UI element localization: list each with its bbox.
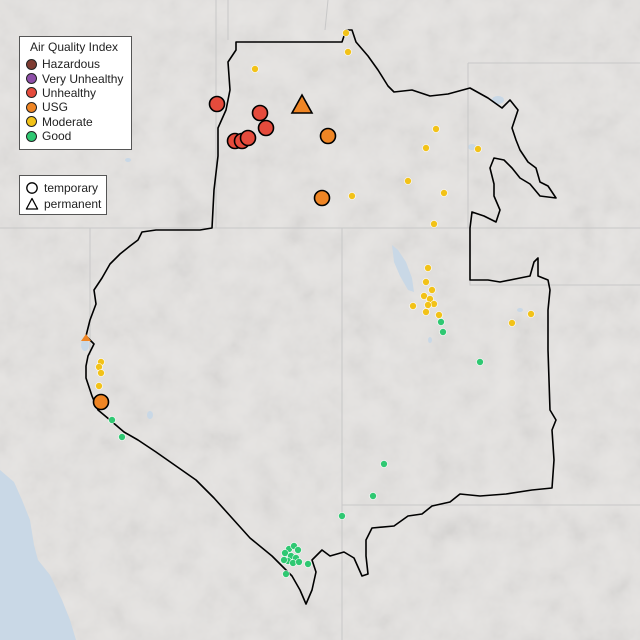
legend-label: Hazardous [42, 57, 101, 72]
monitor-moderate [404, 177, 412, 185]
monitor-moderate [474, 145, 482, 153]
legend-item-permanent: permanent [25, 196, 101, 212]
monitor-moderate [440, 189, 448, 197]
legend-label: Moderate [42, 114, 93, 129]
moderate-swatch [26, 116, 37, 128]
monitor-good [118, 433, 126, 441]
monitor-usg [319, 127, 337, 145]
legend-item-very-unhealthy: Very Unhealthy [26, 71, 125, 86]
monitor-moderate [422, 278, 430, 286]
legend-item-hazardous: Hazardous [26, 57, 125, 71]
legend-item-unhealthy: Unhealthy [26, 86, 125, 100]
monitor-moderate [424, 301, 432, 309]
monitor-moderate [97, 369, 105, 377]
monitor-moderate [420, 292, 428, 300]
aqi-legend: Air Quality Index Hazardous Very Unhealt… [19, 36, 132, 150]
monitor-good [476, 358, 484, 366]
legend-item-usg: USG [26, 100, 125, 114]
usg-swatch [26, 101, 37, 113]
circle-icon [26, 182, 38, 194]
legend-item-moderate: Moderate [26, 115, 125, 129]
monitor-good [294, 546, 302, 554]
monitor-type-legend: temporary permanent [19, 175, 107, 215]
monitor-good [439, 328, 447, 336]
monitor-moderate [430, 220, 438, 228]
monitor-moderate [95, 382, 103, 390]
monitor-good [338, 512, 346, 520]
monitor-good [280, 556, 288, 564]
monitor-good [369, 492, 377, 500]
monitor-usg-small [81, 334, 91, 341]
monitor-unhealthy [239, 129, 257, 147]
monitor-unhealthy [251, 104, 269, 122]
monitor-moderate [409, 302, 417, 310]
monitor-moderate [422, 308, 430, 316]
legend-title: Air Quality Index [30, 40, 119, 54]
legend-label: USG [42, 100, 69, 115]
legend-item-temporary: temporary [25, 180, 101, 196]
monitor-usg [313, 189, 331, 207]
monitor-moderate [422, 144, 430, 152]
monitor-moderate [527, 310, 535, 318]
legend-item-good: Good [26, 129, 125, 143]
monitor-good [108, 416, 116, 424]
moderate-monitors [95, 29, 535, 390]
legend-label: Unhealthy [42, 85, 97, 100]
monitor-moderate [435, 311, 443, 319]
good-monitors [108, 318, 484, 578]
lakes [81, 96, 523, 419]
monitor-moderate [344, 48, 352, 56]
good-swatch [26, 130, 37, 142]
triangle-icon [25, 197, 39, 210]
monitor-moderate [251, 65, 259, 73]
monitor-good [304, 560, 312, 568]
monitor-good [282, 570, 290, 578]
monitor-moderate [428, 286, 436, 294]
monitor-moderate [348, 192, 356, 200]
monitor-usg [92, 393, 110, 411]
usg-monitors [92, 93, 337, 411]
very-unhealthy-swatch [26, 73, 37, 85]
legend-label: Good [42, 129, 72, 144]
unhealthy-monitors [208, 95, 275, 150]
legend-label: permanent [44, 197, 102, 211]
monitor-good [380, 460, 388, 468]
monitor-moderate [424, 264, 432, 272]
legend-label: Very Unhealthy [42, 71, 124, 86]
monitor-good [295, 558, 303, 566]
unhealthy-swatch [26, 87, 37, 99]
hazardous-swatch [26, 58, 37, 70]
monitor-good [437, 318, 445, 326]
region-outline [85, 29, 557, 605]
monitor-usg-permanent [290, 93, 314, 114]
monitor-unhealthy [257, 119, 275, 137]
ocean [0, 470, 76, 640]
monitor-moderate [508, 319, 516, 327]
legend-label: temporary [44, 181, 99, 195]
monitor-moderate [432, 125, 440, 133]
monitor-moderate [342, 29, 350, 37]
monitor-unhealthy [208, 95, 226, 113]
